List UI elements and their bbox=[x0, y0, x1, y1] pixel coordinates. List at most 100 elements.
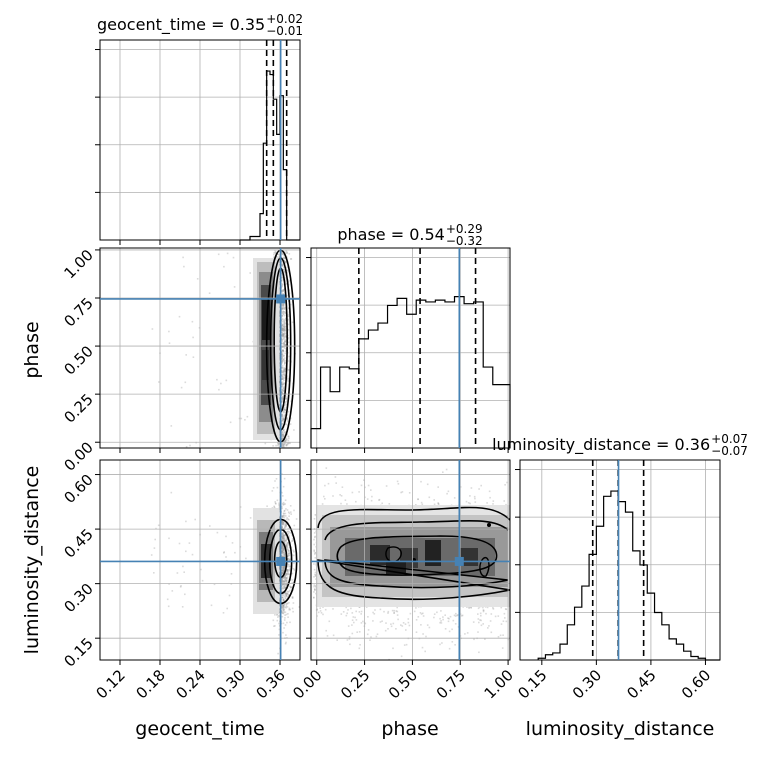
sample-point bbox=[286, 547, 288, 549]
sample-point bbox=[284, 559, 287, 561]
sample-point bbox=[281, 587, 284, 589]
sample-point bbox=[278, 543, 281, 546]
sample-point bbox=[473, 638, 475, 641]
sample-point bbox=[282, 387, 285, 390]
sample-point bbox=[278, 446, 281, 448]
sample-point bbox=[280, 522, 283, 525]
sample-point bbox=[473, 495, 476, 498]
sample-point bbox=[282, 345, 284, 348]
sample-point bbox=[453, 497, 456, 499]
sample-point bbox=[351, 619, 354, 621]
sample-point bbox=[322, 613, 324, 616]
sample-point bbox=[281, 546, 283, 548]
sample-point bbox=[283, 256, 285, 258]
sample-point bbox=[281, 535, 284, 538]
sample-point bbox=[484, 638, 486, 640]
sample-point bbox=[286, 545, 288, 548]
sample-point bbox=[385, 622, 387, 624]
sample-point bbox=[288, 564, 290, 566]
sample-point bbox=[278, 404, 281, 406]
sample-point bbox=[284, 533, 287, 536]
sample-point bbox=[286, 576, 289, 578]
sample-point bbox=[281, 548, 283, 550]
sample-point bbox=[282, 392, 284, 395]
sample-point bbox=[284, 614, 286, 616]
sample-point bbox=[285, 336, 287, 338]
sample-point bbox=[194, 518, 196, 521]
sample-point bbox=[284, 617, 286, 619]
sample-point bbox=[283, 439, 286, 441]
sample-point bbox=[293, 509, 295, 512]
sample-point bbox=[281, 516, 284, 519]
sample-point bbox=[280, 250, 283, 253]
sample-point bbox=[282, 612, 284, 614]
sample-point bbox=[444, 614, 446, 616]
sample-point bbox=[281, 445, 284, 447]
sample-point bbox=[281, 334, 284, 336]
sample-point bbox=[282, 537, 284, 539]
sample-point bbox=[283, 360, 285, 363]
sample-point bbox=[285, 524, 287, 527]
sample-point bbox=[281, 415, 284, 417]
sample-point bbox=[200, 568, 202, 571]
sample-point bbox=[283, 442, 286, 444]
sample-point bbox=[284, 440, 287, 442]
sample-point bbox=[454, 623, 457, 625]
sample-point bbox=[280, 573, 283, 575]
sample-point bbox=[179, 586, 182, 588]
sample-point bbox=[281, 419, 284, 422]
sample-point bbox=[283, 329, 286, 332]
sample-point bbox=[313, 538, 315, 541]
sample-point bbox=[282, 418, 285, 421]
sample-point bbox=[281, 384, 284, 387]
sample-point bbox=[286, 544, 288, 547]
sample-point bbox=[280, 334, 283, 337]
sample-point bbox=[284, 611, 287, 613]
sample-point bbox=[284, 340, 286, 343]
sample-point bbox=[446, 492, 448, 495]
sample-point bbox=[287, 591, 289, 593]
sample-point bbox=[284, 596, 286, 599]
sample-point bbox=[283, 566, 285, 569]
sample-point bbox=[282, 445, 285, 447]
sample-point bbox=[409, 612, 412, 615]
sample-point bbox=[282, 549, 285, 551]
sample-point bbox=[280, 529, 283, 532]
sample-point bbox=[281, 356, 283, 359]
sample-point bbox=[281, 536, 284, 538]
sample-point bbox=[364, 622, 367, 625]
sample-point bbox=[477, 607, 480, 610]
sample-point bbox=[288, 550, 290, 553]
sample-point bbox=[282, 397, 285, 399]
sample-point bbox=[281, 425, 284, 427]
sample-point bbox=[419, 612, 422, 614]
sample-point bbox=[285, 583, 288, 586]
sample-point bbox=[358, 491, 360, 493]
sample-point bbox=[282, 537, 285, 540]
sample-point bbox=[281, 397, 284, 399]
sample-point bbox=[284, 317, 287, 320]
sample-point bbox=[287, 329, 290, 331]
sample-point bbox=[284, 408, 286, 411]
sample-point bbox=[283, 538, 285, 541]
sample-point bbox=[280, 383, 283, 385]
sample-point bbox=[284, 414, 287, 416]
sample-point bbox=[281, 413, 284, 416]
sample-point bbox=[492, 608, 495, 610]
sample-point bbox=[282, 293, 285, 295]
sample-point bbox=[282, 605, 285, 607]
sample-point bbox=[281, 285, 283, 288]
sample-point bbox=[278, 572, 281, 575]
sample-point bbox=[281, 571, 284, 574]
sample-point bbox=[283, 444, 285, 447]
sample-point bbox=[283, 254, 285, 256]
sample-point bbox=[482, 606, 484, 609]
sample-point bbox=[283, 575, 285, 578]
sample-point bbox=[278, 615, 281, 618]
sample-point bbox=[280, 535, 283, 537]
sample-point bbox=[171, 590, 174, 592]
sample-point bbox=[282, 370, 285, 373]
sample-point bbox=[282, 631, 284, 634]
sample-point bbox=[281, 405, 283, 408]
sample-point bbox=[271, 507, 274, 509]
